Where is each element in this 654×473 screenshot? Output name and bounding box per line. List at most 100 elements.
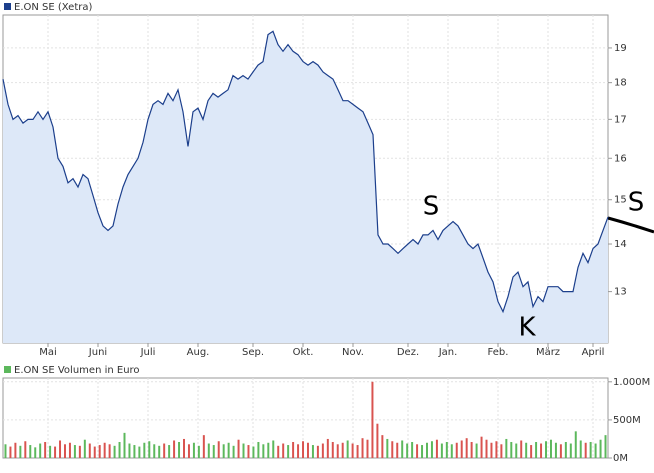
volume-bar	[426, 442, 428, 458]
volume-bar	[604, 435, 607, 458]
volume-bar	[381, 435, 384, 458]
volume-bar	[535, 442, 538, 458]
volume-bar	[574, 431, 577, 458]
volume-bar	[545, 441, 548, 458]
volume-bar	[247, 445, 250, 458]
volume-bar	[267, 442, 270, 458]
volume-bar	[515, 443, 518, 458]
volume-bar	[49, 445, 52, 458]
volume-frame	[2, 377, 609, 459]
volume-bar	[128, 443, 131, 458]
volume-bar	[252, 446, 255, 458]
volume-bar	[54, 446, 57, 458]
y-tick-label: 0M	[613, 453, 628, 464]
volume-bar	[103, 442, 106, 458]
x-tick-label: Aug.	[187, 347, 210, 358]
volume-bar	[282, 443, 285, 458]
legend-label: E.ON SE Volumen in Euro	[14, 365, 140, 376]
volume-bar	[495, 441, 498, 458]
volume-bar	[222, 444, 225, 458]
volume-bar	[460, 440, 463, 458]
volume-bar	[78, 445, 81, 458]
volume-bar	[217, 441, 220, 458]
volume-bar	[396, 442, 399, 458]
legend-label: E.ON SE (Xetra)	[14, 2, 92, 13]
volume-bar	[242, 443, 245, 458]
volume-bar	[341, 442, 344, 458]
volume-bar	[435, 439, 438, 458]
volume-bar	[187, 444, 190, 458]
volume-bar	[440, 443, 443, 458]
volume-bar	[520, 440, 523, 458]
volume-bar	[148, 441, 151, 458]
x-tick-label: Dez.	[397, 347, 419, 358]
y-tick-label: 17	[614, 114, 627, 125]
hand-drawn-line	[607, 216, 654, 234]
volume-bar	[579, 440, 582, 458]
volume-bar	[68, 442, 71, 458]
volume-bar	[421, 445, 424, 458]
volume-bar	[227, 442, 230, 458]
volume-bar	[113, 445, 116, 458]
volume-bar	[24, 441, 27, 458]
volume-bar	[123, 432, 126, 458]
volume-bar	[336, 444, 339, 458]
volume-bar	[93, 446, 96, 458]
volume-bar	[490, 442, 493, 458]
volume-bar	[19, 445, 22, 458]
volume-bar	[73, 445, 76, 458]
volume-bar	[153, 444, 156, 458]
volume-bar	[192, 442, 195, 458]
volume-bar	[197, 445, 200, 458]
volume-bar	[178, 442, 181, 458]
volume-bar	[237, 439, 240, 458]
volume-bar	[505, 438, 508, 458]
volume-bar	[297, 444, 300, 458]
volume-bar	[262, 444, 265, 458]
volume-bar	[173, 440, 176, 458]
x-tick-label: Nov.	[342, 347, 364, 358]
y-tick-label: 500M	[613, 415, 641, 426]
volume-bar	[311, 445, 314, 458]
volume-bar	[9, 446, 12, 458]
y-tick-label: 13	[614, 287, 627, 298]
volume-bar	[589, 442, 592, 458]
volume-bar	[530, 445, 533, 458]
volume-bar	[39, 443, 42, 458]
volume-bar	[411, 442, 414, 458]
y-tick-label: 18	[614, 78, 627, 89]
y-tick-label: 19	[614, 43, 627, 54]
x-tick-label: März	[536, 347, 560, 358]
volume-bar	[584, 442, 587, 458]
annotation: S	[423, 192, 440, 222]
volume-bar	[207, 443, 210, 458]
volume-bar	[4, 444, 7, 458]
volume-bar	[510, 442, 513, 458]
volume-bar	[143, 442, 146, 458]
volume-bar	[88, 443, 91, 458]
volume-bar	[287, 445, 290, 458]
volume-bar	[292, 442, 295, 458]
volume-bar	[450, 444, 453, 458]
x-tick-label: Mai	[39, 347, 57, 358]
volume-bar	[540, 443, 543, 458]
volume-bar	[302, 441, 305, 458]
volume-bar	[554, 442, 557, 458]
y-tick-label: 1.000M	[613, 377, 650, 388]
volume-bar	[321, 443, 324, 458]
volume-bar	[371, 381, 374, 458]
volume-bar	[331, 442, 334, 458]
volume-bar	[475, 443, 478, 458]
legend-swatch	[4, 366, 11, 373]
volume-bar	[564, 442, 567, 458]
volume-bar	[138, 446, 141, 458]
volume-bar	[63, 444, 66, 458]
volume-bar	[559, 444, 562, 458]
legend-swatch	[4, 3, 11, 10]
x-tick-label: Okt.	[293, 347, 314, 358]
volume-bar	[445, 442, 448, 458]
volume-bar	[272, 440, 275, 458]
volume-bar	[366, 439, 369, 458]
volume-bar	[316, 445, 319, 458]
